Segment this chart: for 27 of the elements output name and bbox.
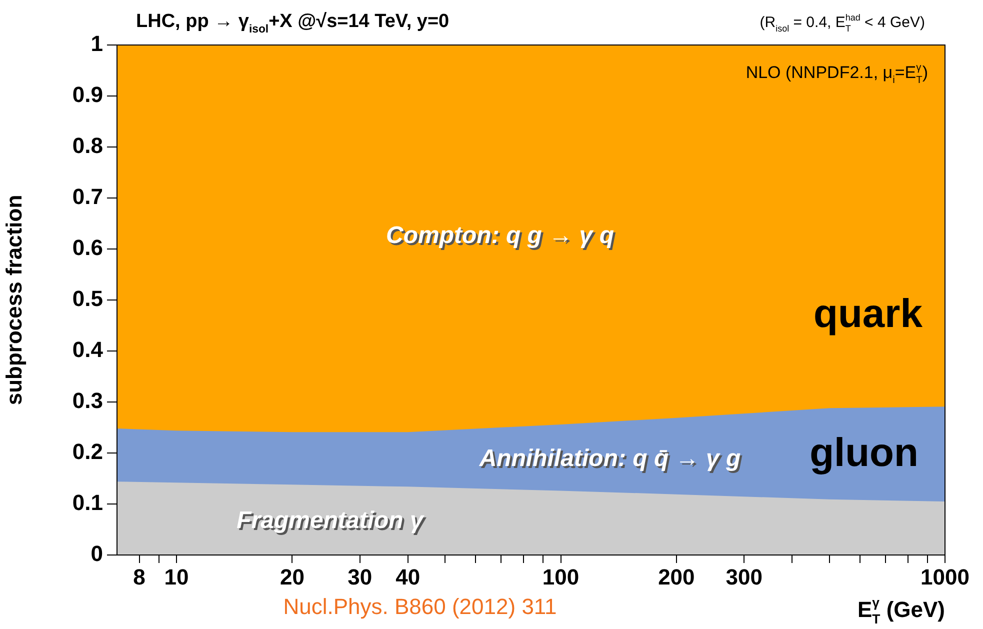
x-tick-label: 10 xyxy=(164,564,189,590)
annotation: gluon xyxy=(810,431,918,475)
x-tick-label: 100 xyxy=(542,564,580,590)
y-tick-label: 0.9 xyxy=(72,82,103,108)
x-tick-label: 8 xyxy=(133,564,146,590)
y-tick-label: 0.6 xyxy=(72,235,103,260)
annotation: quark xyxy=(814,292,924,336)
series-label: Fragmentation γ xyxy=(238,509,427,536)
x-tick-label: 20 xyxy=(280,564,304,590)
y-axis-title: subprocess fraction xyxy=(1,194,26,406)
x-tick-label: 1000 xyxy=(920,564,970,590)
y-tick-label: 0.7 xyxy=(72,184,103,210)
x-tick-label: 30 xyxy=(348,564,372,590)
x-tick-label: 300 xyxy=(726,564,762,590)
y-tick-label: 0.5 xyxy=(72,286,103,312)
y-tick-label: 0.8 xyxy=(72,133,103,158)
y-tick-label: 0.2 xyxy=(72,439,103,464)
y-tick-label: 0 xyxy=(90,541,103,566)
y-tick-label: 1 xyxy=(90,31,103,56)
series-label: Annihilation: q q̄ → γ g xyxy=(480,447,743,474)
text: Nucl.Phys. B860 (2012) 311 xyxy=(283,594,557,619)
x-tick-label: 200 xyxy=(658,564,695,590)
y-tick-label: 0.3 xyxy=(72,388,103,414)
x-tick-label: 40 xyxy=(396,564,420,590)
series-label: Compton: q g → γ q xyxy=(388,224,616,251)
y-tick-label: 0.1 xyxy=(72,490,103,516)
y-tick-label: 0.4 xyxy=(72,337,104,362)
